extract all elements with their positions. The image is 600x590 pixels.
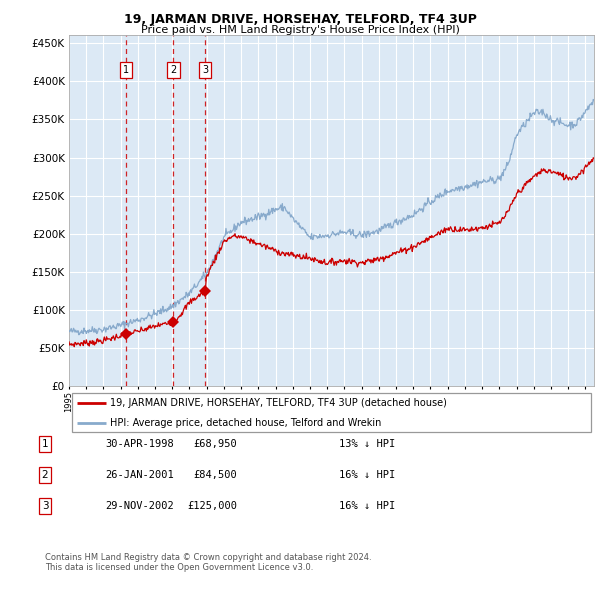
Text: 16% ↓ HPI: 16% ↓ HPI — [339, 470, 395, 480]
Text: 3: 3 — [41, 502, 49, 511]
Text: Contains HM Land Registry data © Crown copyright and database right 2024.: Contains HM Land Registry data © Crown c… — [45, 553, 371, 562]
Text: 30-APR-1998: 30-APR-1998 — [105, 439, 174, 448]
FancyBboxPatch shape — [71, 394, 592, 431]
Text: HPI: Average price, detached house, Telford and Wrekin: HPI: Average price, detached house, Telf… — [110, 418, 382, 428]
Text: 19, JARMAN DRIVE, HORSEHAY, TELFORD, TF4 3UP (detached house): 19, JARMAN DRIVE, HORSEHAY, TELFORD, TF4… — [110, 398, 447, 408]
Text: 29-NOV-2002: 29-NOV-2002 — [105, 502, 174, 511]
Text: 19, JARMAN DRIVE, HORSEHAY, TELFORD, TF4 3UP: 19, JARMAN DRIVE, HORSEHAY, TELFORD, TF4… — [124, 13, 476, 26]
Text: This data is licensed under the Open Government Licence v3.0.: This data is licensed under the Open Gov… — [45, 563, 313, 572]
Text: 3: 3 — [202, 65, 208, 75]
Text: 2: 2 — [41, 470, 49, 480]
Text: £68,950: £68,950 — [193, 439, 237, 448]
Text: 1: 1 — [41, 439, 49, 448]
Text: 2: 2 — [170, 65, 176, 75]
Text: £84,500: £84,500 — [193, 470, 237, 480]
Text: 16% ↓ HPI: 16% ↓ HPI — [339, 502, 395, 511]
Text: 13% ↓ HPI: 13% ↓ HPI — [339, 439, 395, 448]
Text: Price paid vs. HM Land Registry's House Price Index (HPI): Price paid vs. HM Land Registry's House … — [140, 25, 460, 35]
Text: £125,000: £125,000 — [187, 502, 237, 511]
Text: 26-JAN-2001: 26-JAN-2001 — [105, 470, 174, 480]
Text: 1: 1 — [123, 65, 130, 75]
